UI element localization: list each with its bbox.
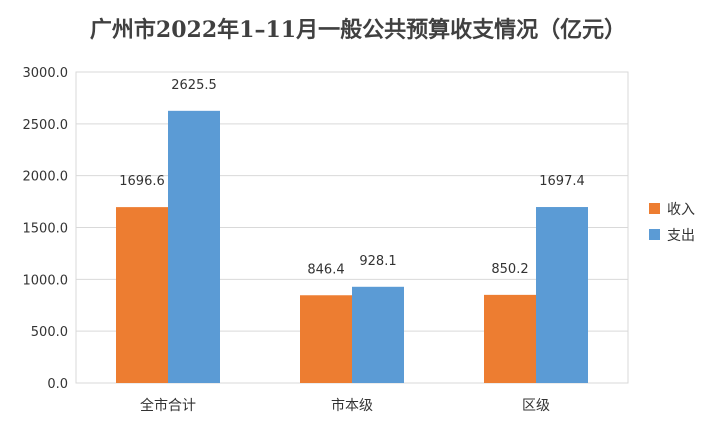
data-label: 1697.4 (539, 174, 585, 189)
chart-title: 广州市2022年1–11月一般公共预算收支情况（亿元） (90, 17, 626, 43)
data-label: 928.1 (359, 254, 396, 269)
x-category-label: 全市合计 (140, 397, 196, 414)
y-tick-label: 500.0 (31, 325, 68, 340)
data-labels: 1696.6 2625.5 846.4 928.1 850.2 1697.4 (119, 78, 585, 277)
bar-expense (352, 286, 404, 383)
data-label: 2625.5 (171, 78, 217, 93)
y-tick-label: 0.0 (47, 377, 68, 392)
y-tick-label: 3000.0 (23, 66, 69, 81)
x-category-label: 区级 (522, 398, 550, 414)
data-label: 846.4 (307, 262, 344, 277)
y-tick-label: 2000.0 (23, 170, 69, 185)
bar-income (116, 207, 168, 383)
legend-swatch (649, 229, 660, 240)
x-axis-categories: 全市合计 市本级 区级 (140, 397, 550, 414)
data-label: 850.2 (491, 262, 528, 277)
bar-income (300, 295, 352, 383)
legend-label: 收入 (667, 202, 695, 218)
bars (116, 110, 588, 383)
data-label: 1696.6 (119, 174, 165, 189)
y-tick-label: 2500.0 (23, 118, 69, 133)
bar-expense (536, 207, 588, 383)
y-axis-ticks: 0.0 500.0 1000.0 1500.0 2000.0 2500.0 3000.0 (23, 66, 69, 392)
plot-area: 0.0 500.0 1000.0 1500.0 2000.0 2500.0 3000.0 1… (23, 66, 629, 414)
legend-label: 支出 (667, 228, 695, 244)
x-category-label: 市本级 (331, 397, 373, 414)
y-tick-label: 1500.0 (23, 222, 69, 237)
legend-swatch (649, 203, 660, 214)
y-tick-label: 1000.0 (23, 273, 69, 288)
bar-expense (168, 110, 220, 383)
bar-income (484, 294, 536, 383)
